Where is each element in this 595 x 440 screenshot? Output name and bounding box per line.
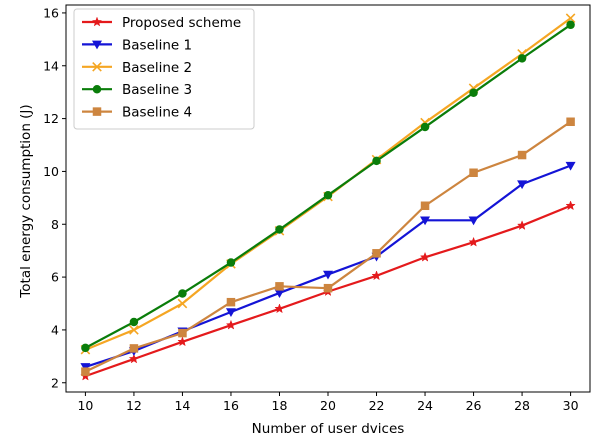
data-point bbox=[274, 289, 285, 298]
data-point bbox=[517, 180, 528, 190]
data-point bbox=[468, 236, 479, 247]
y-tick-label: 14 bbox=[43, 58, 59, 73]
data-point bbox=[323, 270, 333, 280]
legend-label: Baseline 4 bbox=[122, 105, 192, 121]
data-point bbox=[468, 216, 479, 226]
legend-entry: Baseline 2 bbox=[82, 60, 192, 76]
legend-label: Baseline 2 bbox=[122, 60, 192, 76]
data-point bbox=[275, 225, 284, 234]
x-tick-label: 26 bbox=[466, 398, 482, 413]
data-point bbox=[517, 150, 527, 160]
y-tick-label: 6 bbox=[51, 270, 59, 285]
data-point bbox=[566, 117, 575, 127]
y-tick-label: 12 bbox=[43, 111, 59, 126]
data-point bbox=[81, 343, 90, 353]
x-tick-label: 14 bbox=[174, 398, 190, 413]
data-point bbox=[226, 258, 236, 267]
y-tick-label: 8 bbox=[51, 217, 59, 232]
x-tick-label: 16 bbox=[223, 398, 239, 413]
legend-marker bbox=[91, 16, 103, 27]
data-point bbox=[372, 156, 381, 166]
data-point bbox=[129, 325, 139, 335]
data-point bbox=[275, 282, 284, 291]
legend-marker bbox=[92, 61, 102, 72]
y-tick-label: 10 bbox=[43, 164, 59, 179]
data-point bbox=[128, 353, 140, 364]
legend-label: Baseline 1 bbox=[122, 37, 192, 53]
y-tick-label: 2 bbox=[51, 375, 59, 390]
data-point bbox=[419, 251, 431, 262]
legend-entry: Baseline 1 bbox=[82, 37, 192, 53]
x-tick-label: 12 bbox=[126, 398, 142, 413]
data-point bbox=[177, 298, 188, 309]
legend-label: Baseline 3 bbox=[122, 82, 192, 98]
data-point bbox=[566, 20, 575, 30]
data-point bbox=[516, 220, 528, 230]
legend-entry: Baseline 4 bbox=[82, 105, 192, 121]
data-point bbox=[323, 283, 333, 293]
y-tick-label: 4 bbox=[51, 322, 59, 337]
legend-entry: Baseline 3 bbox=[82, 82, 192, 98]
data-point bbox=[469, 88, 478, 97]
data-point bbox=[129, 344, 139, 353]
legend-label: Proposed scheme bbox=[122, 15, 241, 31]
data-point bbox=[274, 303, 285, 314]
x-tick-label: 30 bbox=[563, 398, 579, 413]
data-point bbox=[129, 317, 139, 327]
data-point bbox=[517, 54, 527, 63]
data-point bbox=[225, 319, 237, 330]
series-4 bbox=[81, 20, 575, 353]
data-point bbox=[371, 270, 382, 281]
data-point bbox=[420, 216, 431, 226]
x-tick-label: 20 bbox=[320, 398, 336, 413]
data-point bbox=[469, 168, 478, 177]
data-point bbox=[225, 308, 236, 317]
data-point bbox=[565, 200, 576, 211]
legend-marker bbox=[92, 40, 102, 50]
data-point bbox=[565, 13, 576, 24]
x-tick-label: 24 bbox=[417, 398, 433, 413]
data-point bbox=[81, 367, 90, 376]
data-point bbox=[226, 297, 236, 307]
legend-marker bbox=[92, 84, 102, 94]
x-tick-label: 22 bbox=[369, 398, 385, 413]
series-5 bbox=[81, 117, 575, 376]
legend-entry: Proposed scheme bbox=[82, 15, 241, 31]
y-axis-label: Total energy consumption (J) bbox=[18, 104, 34, 298]
plot-area bbox=[80, 13, 576, 381]
data-point bbox=[177, 336, 188, 347]
legend: Proposed scheme Baseline 1 Baseline 2 Basel… bbox=[73, 8, 255, 130]
x-tick-label: 10 bbox=[77, 398, 93, 413]
data-point bbox=[178, 289, 187, 298]
data-point bbox=[372, 249, 381, 258]
data-point bbox=[323, 190, 333, 200]
data-point bbox=[420, 122, 430, 132]
x-tick-label: 28 bbox=[514, 398, 530, 413]
x-axis-label: Number of user dvices bbox=[252, 421, 405, 437]
legend-marker bbox=[92, 107, 102, 116]
y-tick-label: 16 bbox=[43, 5, 59, 20]
x-tick-label: 18 bbox=[272, 398, 288, 413]
data-point bbox=[565, 161, 576, 171]
legend-box bbox=[73, 8, 255, 130]
data-point bbox=[420, 201, 430, 211]
data-point bbox=[178, 328, 187, 338]
